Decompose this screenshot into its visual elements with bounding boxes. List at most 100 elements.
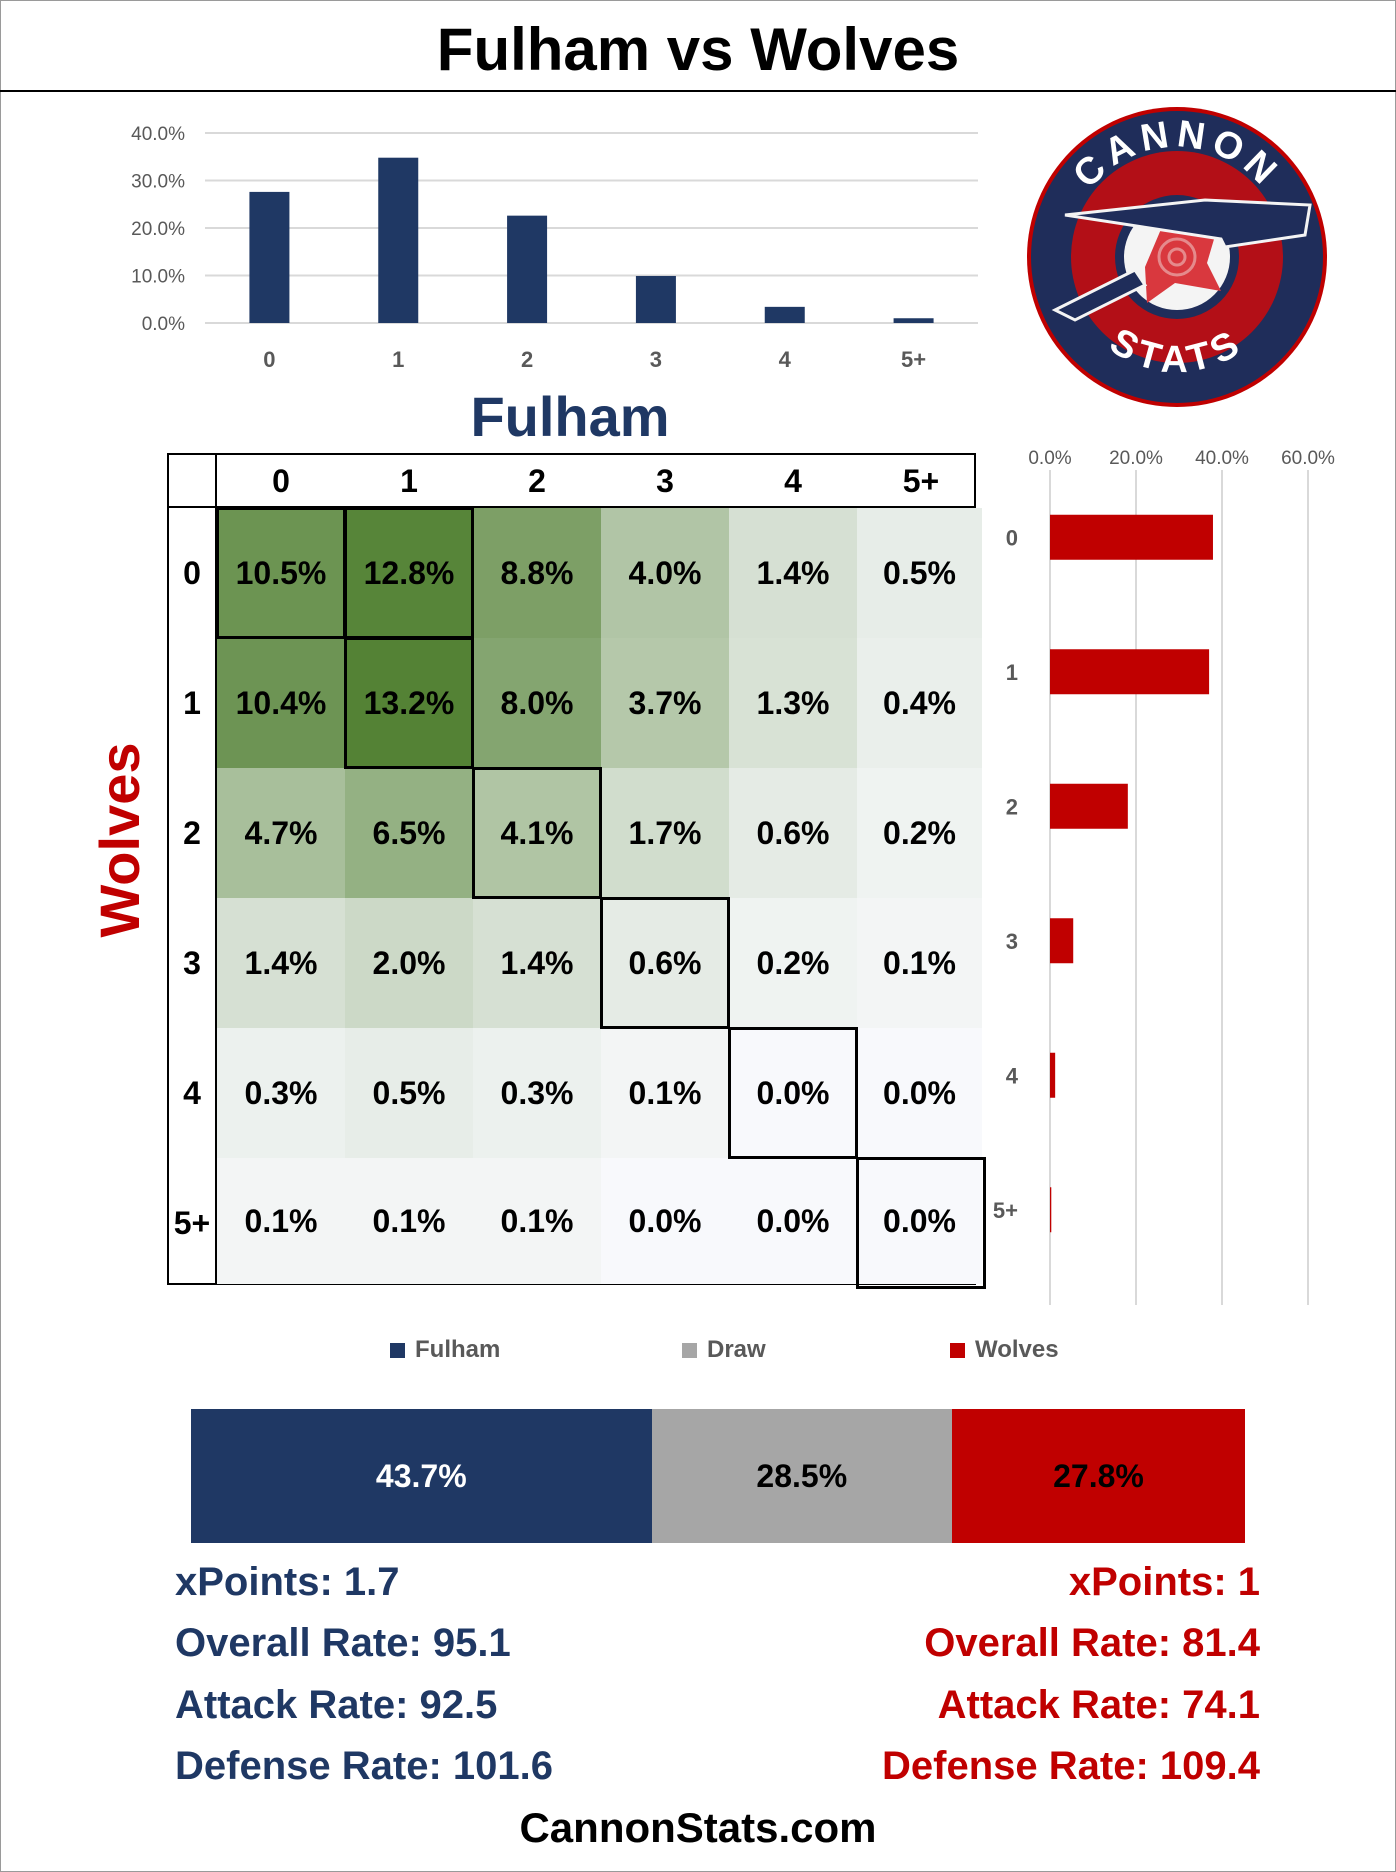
title-bar: Fulham vs Wolves — [0, 0, 1396, 92]
home-chart-ytick: 10.0% — [131, 267, 185, 288]
matrix-cell: 0.6% — [729, 768, 857, 898]
away-chart-xtick: 60.0% — [1281, 448, 1335, 469]
matrix-cell: 0.6% — [601, 898, 729, 1028]
home-overall-rate: Overall Rate: 95.1 — [175, 1621, 511, 1665]
away-xpoints: xPoints: 1 — [1068, 1560, 1260, 1604]
home-chart-xtick: 4 — [779, 347, 792, 372]
legend-label-draw: Draw — [707, 1336, 766, 1363]
matrix-cell: 8.0% — [473, 638, 601, 768]
matrix-col-header: 2 — [528, 463, 546, 499]
matrix-cell: 10.4% — [217, 638, 345, 768]
matrix-row-header: 4 — [183, 1075, 201, 1111]
matrix-cell: 0.2% — [857, 768, 982, 898]
away-chart-xtick: 0.0% — [1028, 448, 1071, 469]
home-goals-chart: 0.0% 10.0% 20.0% 30.0% 40.0% 0 1 2 3 4 5+ — [131, 124, 978, 372]
away-chart-ytick: 0 — [1006, 525, 1018, 550]
matrix-row-header: 2 — [183, 815, 201, 851]
matrix-cell: 0.1% — [473, 1158, 601, 1284]
home-chart-xtick: 3 — [650, 347, 662, 372]
page-title: Fulham vs Wolves — [436, 16, 960, 83]
home-team-axis-label: Fulham — [470, 385, 670, 448]
matrix-cell: 0.0% — [857, 1158, 982, 1284]
footer-site: CannonStats.com — [519, 1804, 877, 1851]
matrix-cell: 0.2% — [729, 898, 857, 1028]
matrix-cell: 12.8% — [345, 508, 473, 638]
matrix-cell: 0.0% — [729, 1158, 857, 1284]
matrix-cell: 2.0% — [345, 898, 473, 1028]
outcome-probability-bar: 43.7% 28.5% 27.8% — [191, 1409, 1245, 1543]
away-goals-chart: 0.0% 20.0% 40.0% 60.0% 0 1 2 3 4 5+ — [993, 448, 1335, 1305]
matrix-cell: 0.3% — [217, 1028, 345, 1158]
matrix-highlight-box — [600, 897, 730, 1029]
matrix-cell: 1.4% — [729, 508, 857, 638]
legend-swatch-draw — [682, 1342, 697, 1358]
matrix-highlight-box — [344, 637, 474, 769]
legend-swatch-home — [390, 1342, 405, 1358]
matrix-col-header: 0 — [272, 463, 290, 499]
home-chart-ytick: 30.0% — [131, 172, 185, 193]
home-goals-bar — [893, 318, 934, 323]
matrix-col-header: 3 — [656, 463, 674, 499]
home-goals-bar — [764, 306, 805, 323]
legend-swatch-away — [950, 1342, 965, 1358]
matrix-cell: 0.4% — [857, 638, 982, 768]
away-chart-ytick: 1 — [1006, 660, 1018, 685]
cannonstats-logo: CANNON STATS — [1027, 107, 1327, 407]
away-chart-ytick: 3 — [1006, 929, 1018, 954]
away-defense-rate: Defense Rate: 109.4 — [882, 1744, 1260, 1788]
matrix-cell: 0.1% — [217, 1158, 345, 1284]
away-goals-bar — [1050, 649, 1210, 695]
outcome-segment-draw: 28.5% — [651, 1409, 952, 1543]
home-goals-bar — [507, 215, 548, 323]
home-goals-bar — [378, 157, 419, 323]
matrix-col-header: 5+ — [902, 463, 940, 499]
home-attack-rate: Attack Rate: 92.5 — [175, 1683, 498, 1727]
score-matrix: 0 1 2 3 4 5+ 0 10.5% 12.8% 8.8% 4.0% 1.4% 0.5% 1 10.4%… — [167, 453, 986, 1289]
matrix-col-header: 1 — [400, 463, 418, 499]
home-chart-ytick: 0.0% — [142, 314, 185, 335]
outcome-label-draw: 28.5% — [756, 1457, 848, 1494]
home-goals-bar — [635, 275, 676, 323]
home-chart-xtick: 2 — [521, 347, 533, 372]
matrix-cell: 4.1% — [473, 768, 601, 898]
matrix-cell: 1.7% — [601, 768, 729, 898]
away-chart-ytick: 4 — [1006, 1063, 1019, 1088]
matrix-cell: 0.1% — [601, 1028, 729, 1158]
home-chart-xtick: 1 — [392, 347, 404, 372]
away-chart-xtick: 40.0% — [1195, 448, 1249, 469]
outcome-segment-away: 27.8% — [951, 1409, 1245, 1543]
matrix-cell: 0.3% — [473, 1028, 601, 1158]
matrix-cell: 8.8% — [473, 508, 601, 638]
home-chart-ytick: 40.0% — [131, 124, 185, 145]
legend-label-away: Wolves — [975, 1336, 1059, 1363]
matrix-header-divider — [169, 506, 974, 508]
away-chart-ytick: 5+ — [993, 1198, 1018, 1223]
matrix-cell: 10.5% — [217, 508, 345, 638]
matrix-cell: 3.7% — [601, 638, 729, 768]
matrix-row-header: 0 — [183, 555, 201, 591]
matrix-highlight-box — [216, 507, 346, 639]
home-chart-xtick: 5+ — [901, 347, 926, 372]
away-goals-bar — [1050, 783, 1128, 829]
legend-item-draw: Draw — [682, 1336, 766, 1364]
matrix-row-header: 3 — [183, 945, 201, 981]
home-chart-ytick: 20.0% — [131, 219, 185, 240]
away-goals-bar — [1050, 918, 1074, 964]
away-goals-bar — [1050, 514, 1213, 560]
matrix-cell: 0.0% — [601, 1158, 729, 1284]
matrix-col-header: 4 — [784, 463, 802, 499]
matrix-cell: 0.0% — [857, 1028, 982, 1158]
outcome-segment-home: 43.7% — [191, 1409, 652, 1543]
matrix-cell: 1.4% — [473, 898, 601, 1028]
matrix-highlight-box — [728, 1027, 858, 1159]
matrix-cell: 0.5% — [857, 508, 982, 638]
outcome-label-home: 43.7% — [375, 1457, 467, 1494]
matrix-highlight-box — [856, 1157, 986, 1289]
matrix-cell: 4.7% — [217, 768, 345, 898]
away-team-axis-label: Wolves — [88, 742, 151, 938]
home-chart-xtick: 0 — [263, 347, 275, 372]
away-chart-xtick: 20.0% — [1109, 448, 1163, 469]
matrix-cell: 0.1% — [857, 898, 982, 1028]
matrix-highlight-box — [472, 767, 602, 899]
matrix-cell: 4.0% — [601, 508, 729, 638]
